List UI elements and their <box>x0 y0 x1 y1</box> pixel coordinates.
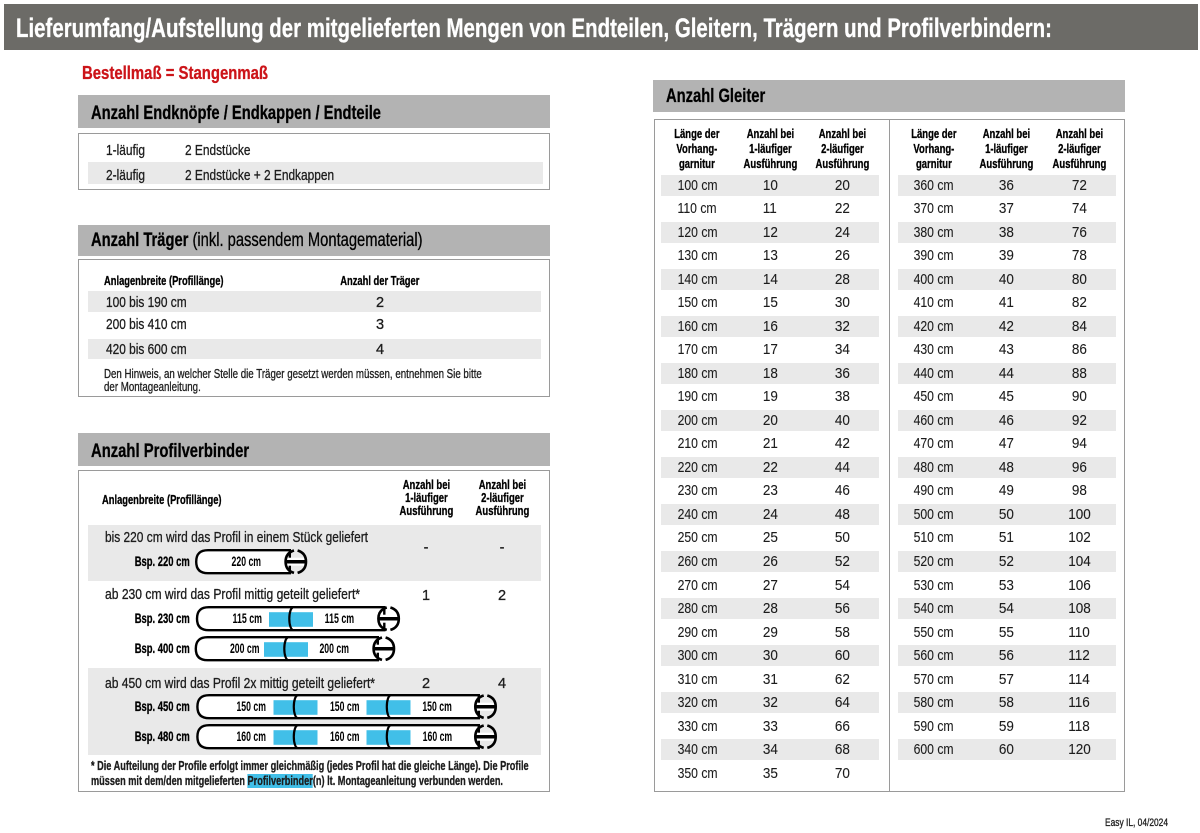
svg-text:200 cm: 200 cm <box>319 641 349 656</box>
svg-text:150 cm: 150 cm <box>422 699 452 714</box>
svg-text:220 cm: 220 cm <box>232 554 262 569</box>
svg-text:160 cm: 160 cm <box>423 729 453 744</box>
svg-text:160 cm: 160 cm <box>330 729 360 744</box>
svg-text:160 cm: 160 cm <box>236 729 266 744</box>
svg-text:200 cm: 200 cm <box>230 641 260 656</box>
svg-text:150 cm: 150 cm <box>330 699 360 714</box>
svg-text:150 cm: 150 cm <box>236 699 266 714</box>
svg-text:115 cm: 115 cm <box>233 611 262 626</box>
svg-text:115 cm: 115 cm <box>325 611 355 626</box>
